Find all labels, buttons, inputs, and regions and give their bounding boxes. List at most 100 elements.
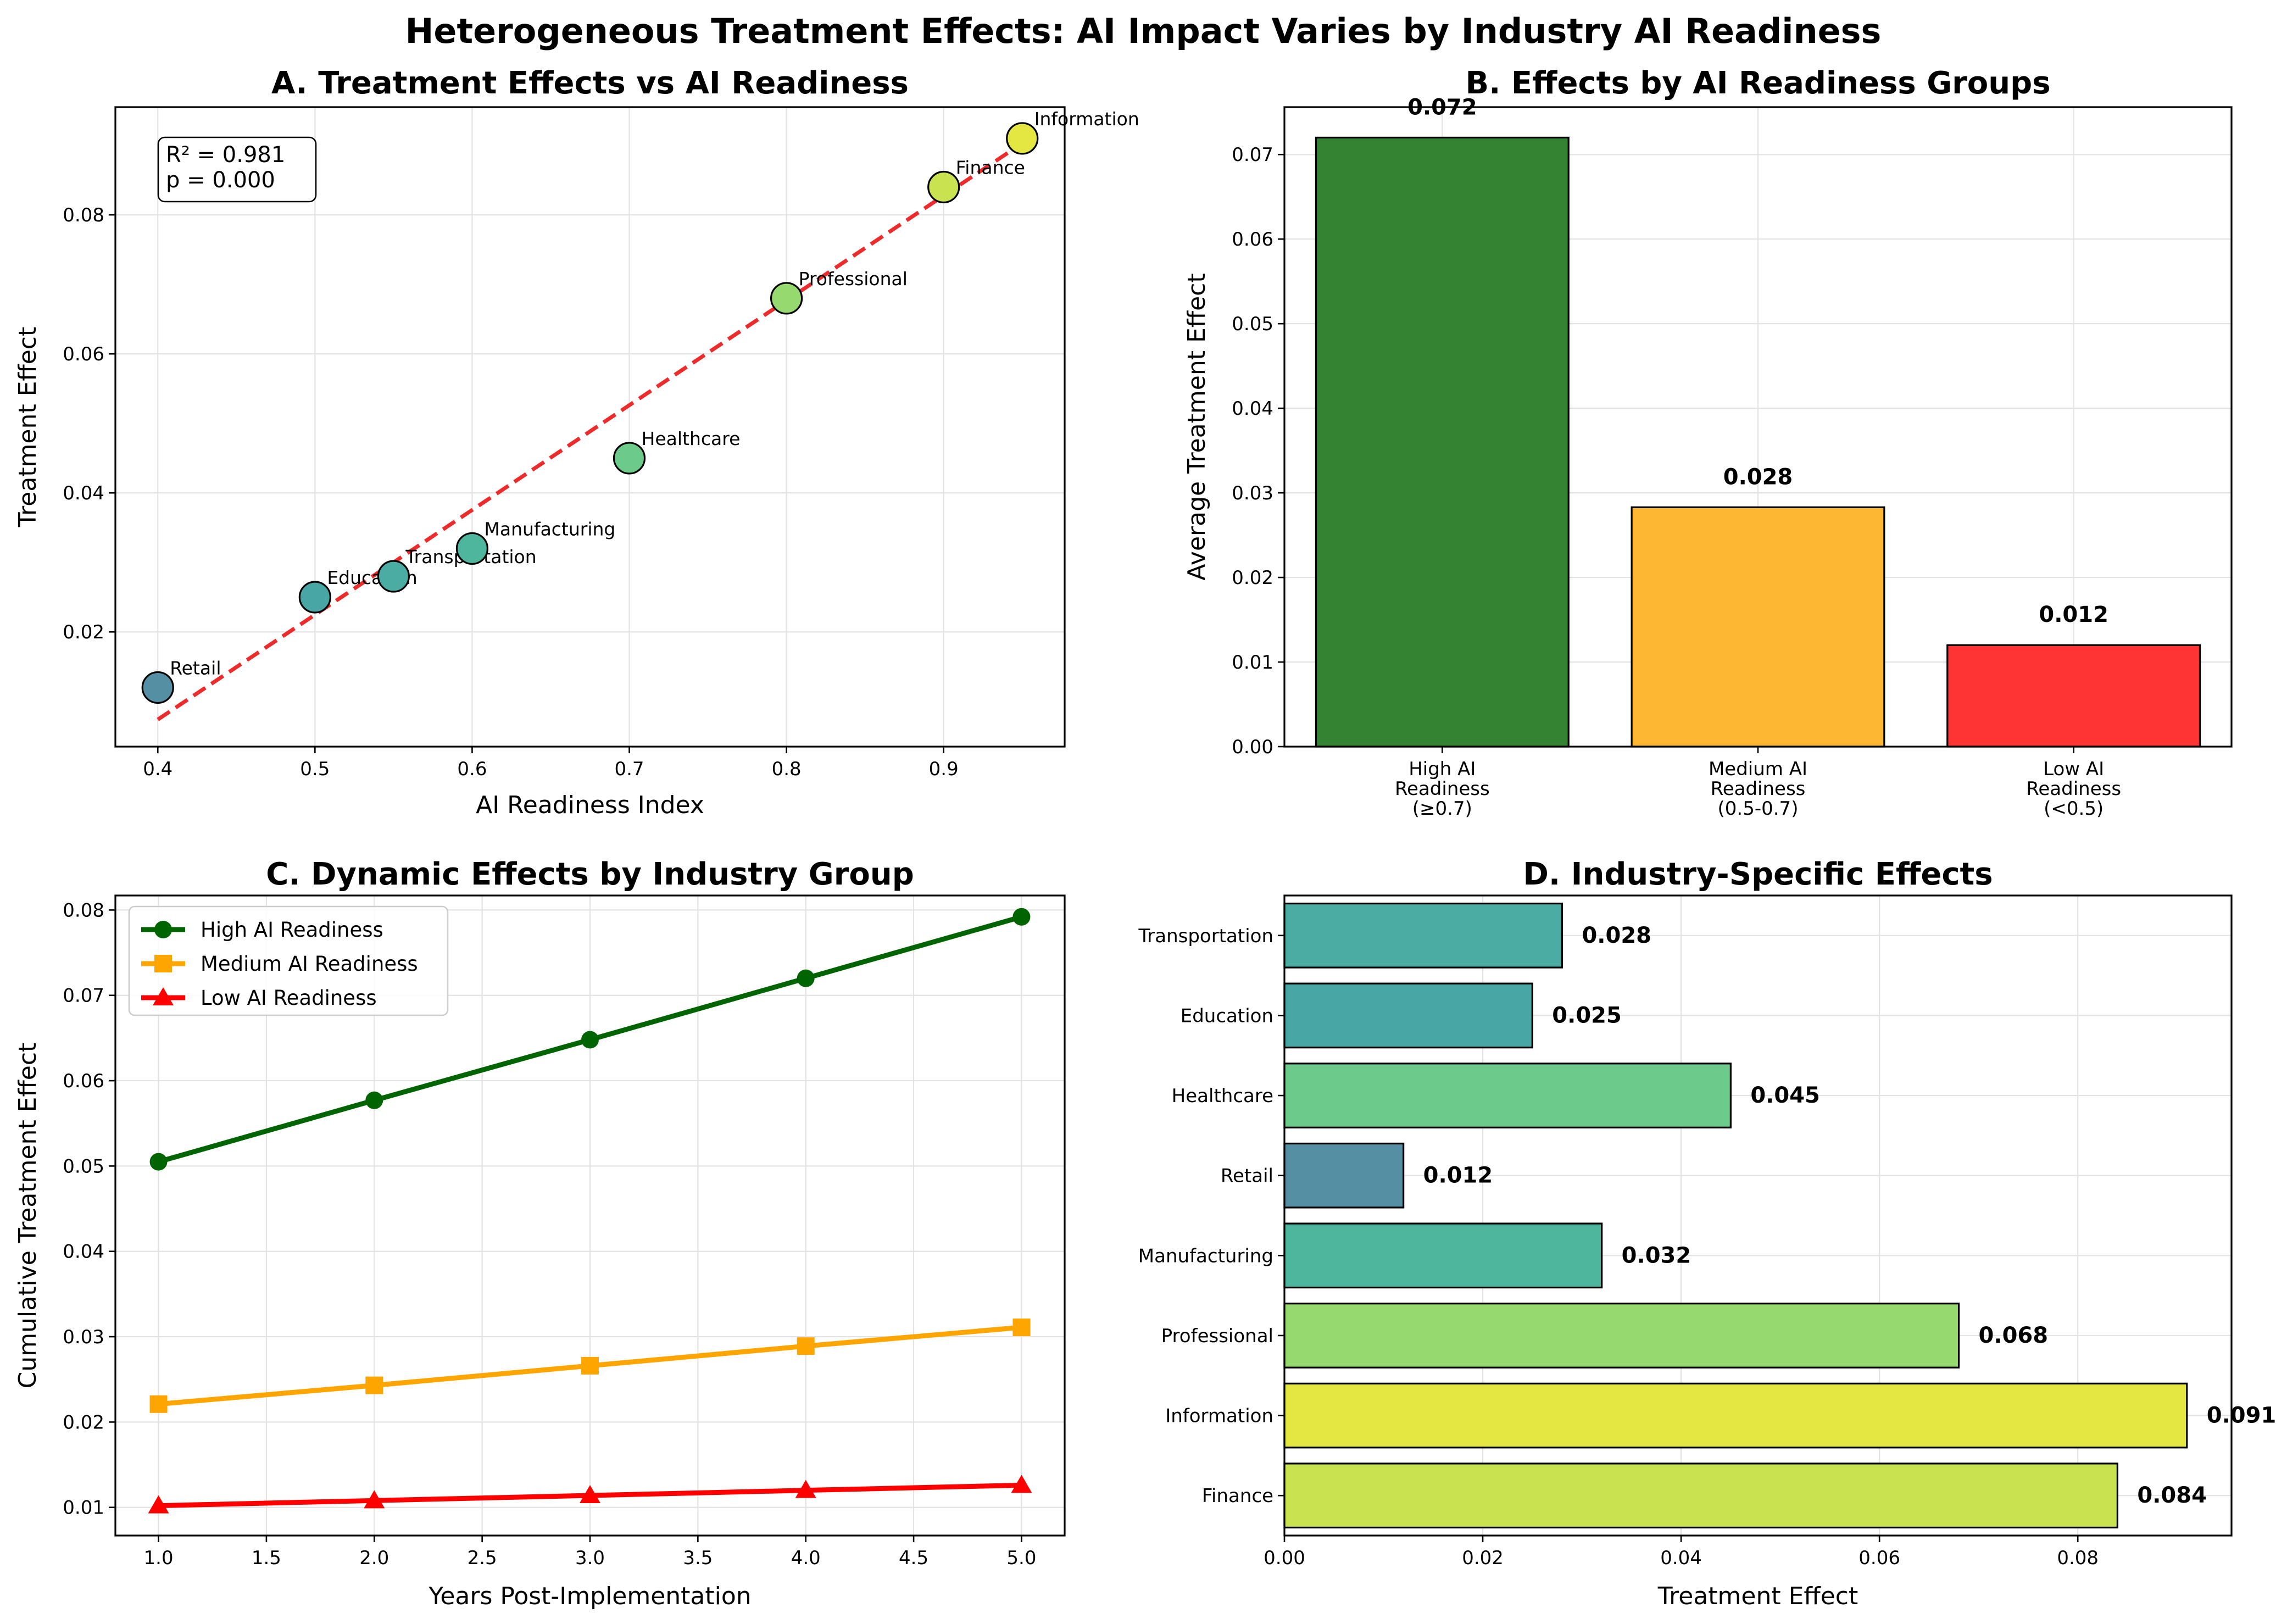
a-xtick-label: 0.9 — [929, 758, 959, 780]
d-ytick-label: Information — [1165, 1405, 1273, 1427]
a-ytick-label: 0.06 — [63, 343, 104, 365]
b-xtick-label: (<0.5) — [2044, 798, 2104, 820]
point-label: Information — [1034, 108, 1139, 130]
scatter-point — [141, 671, 174, 704]
d-ytick-label: Education — [1181, 1005, 1273, 1027]
hbar-value-label: 0.028 — [1582, 923, 1651, 948]
c-xtick-label: 2.0 — [359, 1547, 389, 1569]
panel-c-title: C. Dynamic Effects by Industry Group — [266, 857, 914, 892]
legend-swatch-marker — [154, 955, 172, 972]
a-ytick-label: 0.02 — [63, 621, 104, 643]
d-ytick-label: Healthcare — [1172, 1085, 1273, 1107]
hbar-value-label: 0.084 — [2137, 1483, 2207, 1508]
b-ytick-label: 0.07 — [1232, 144, 1273, 166]
hbar — [1283, 1222, 1603, 1289]
b-xtick-label: Readiness — [2026, 778, 2121, 800]
scatter-point — [770, 282, 803, 315]
point-label: Manufacturing — [484, 518, 615, 540]
panel-b-title: B. Effects by AI Readiness Groups — [1465, 65, 2050, 101]
c-xtick-label: 4.0 — [791, 1547, 821, 1569]
c-xtick-label: 3.5 — [683, 1547, 713, 1569]
stats-text: R² = 0.981 — [166, 142, 285, 168]
series-marker — [581, 1031, 599, 1049]
c-ytick-label: 0.07 — [63, 985, 104, 1007]
series-marker — [581, 1356, 599, 1375]
hbar — [1283, 1303, 1960, 1369]
b-ytick-label: 0.05 — [1232, 313, 1273, 335]
hbar-value-label: 0.012 — [1423, 1163, 1493, 1188]
a-xtick-label: 0.4 — [143, 758, 173, 780]
stats-text: p = 0.000 — [166, 168, 275, 193]
legend-label: Low AI Readiness — [201, 986, 377, 1010]
b-xtick-label: Readiness — [1711, 778, 1806, 800]
hbar — [1283, 1063, 1732, 1128]
point-label: Professional — [799, 268, 908, 290]
a-xtick-label: 0.8 — [772, 758, 802, 780]
series-marker — [148, 1495, 169, 1514]
a-xtick-label: 0.7 — [614, 758, 644, 780]
point-label: Healthcare — [642, 428, 741, 449]
d-xtick-label: 0.02 — [1462, 1547, 1504, 1569]
bar-value-label: 0.012 — [2039, 602, 2108, 627]
b-xtick-label: (≥0.7) — [1412, 798, 1472, 820]
series-marker — [365, 1376, 383, 1394]
b-ytick-label: 0.04 — [1232, 398, 1273, 420]
b-ylabel: Average Treatment Effect — [1183, 273, 1211, 580]
d-xlabel: Treatment Effect — [1657, 1582, 1858, 1610]
c-xtick-label: 3.0 — [575, 1547, 605, 1569]
scatter-point — [613, 442, 646, 475]
series-marker — [149, 1153, 168, 1171]
series-marker — [797, 969, 815, 987]
point-label: Finance — [956, 157, 1025, 179]
series-marker — [797, 1337, 815, 1355]
d-ytick-label: Professional — [1161, 1325, 1273, 1347]
series-marker — [795, 1480, 816, 1498]
a-xtick-label: 0.5 — [300, 758, 330, 780]
d-ytick-label: Finance — [1202, 1485, 1273, 1507]
c-xtick-label: 4.5 — [899, 1547, 928, 1569]
a-xlabel: AI Readiness Index — [476, 791, 704, 819]
d-xtick-label: 0.08 — [2057, 1547, 2099, 1569]
legend-box — [128, 905, 449, 1016]
panel-c: High AI Readiness Medium AI Readiness Low … — [14, 857, 1066, 1610]
hbar — [1283, 1142, 1405, 1209]
series-marker — [1012, 908, 1031, 926]
c-ytick-label: 0.01 — [63, 1497, 104, 1519]
c-xtick-label: 2.5 — [468, 1547, 497, 1569]
c-ytick-label: 0.05 — [63, 1155, 104, 1177]
hbar-value-label: 0.025 — [1552, 1003, 1622, 1028]
series-marker — [1011, 1475, 1032, 1493]
legend-label: Medium AI Readiness — [201, 952, 418, 976]
scatter-point — [377, 560, 410, 593]
stats-box — [157, 136, 317, 203]
d-xtick-label: 0.00 — [1264, 1547, 1305, 1569]
b-ytick-label: 0.06 — [1232, 229, 1273, 251]
d-ytick-label: Retail — [1221, 1165, 1273, 1187]
d-ytick-label: Manufacturing — [1138, 1245, 1273, 1267]
panel-a: RetailEducationTransportationManufacturi… — [14, 65, 1139, 819]
hbar — [1283, 1382, 2188, 1449]
c-ytick-label: 0.06 — [63, 1070, 104, 1092]
hbar — [1283, 902, 1563, 969]
chart-layer: Retail Education Transportation Manufacturi… — [14, 65, 2276, 1610]
series-marker — [149, 1395, 168, 1413]
d-frame — [1283, 894, 2233, 1537]
c-ylabel: Cumulative Treatment Effect — [14, 1043, 42, 1389]
legend-label: High AI Readiness — [201, 918, 383, 942]
c-xtick-label: 1.5 — [252, 1547, 281, 1569]
b-ytick-label: 0.00 — [1232, 736, 1273, 758]
series-marker — [365, 1091, 383, 1109]
c-ytick-label: 0.08 — [63, 899, 104, 921]
hbar — [1283, 982, 1533, 1049]
panel-d: 0.028 0.025 0.045 0.012 0.032 0.068 0.091 0.084… — [1138, 857, 2276, 1610]
a-xtick-label: 0.6 — [457, 758, 487, 780]
hbar-value-label: 0.045 — [1750, 1083, 1820, 1108]
b-ytick-label: 0.01 — [1232, 652, 1273, 674]
legend-swatch-marker — [154, 921, 172, 938]
d-xtick-label: 0.06 — [1858, 1547, 1900, 1569]
hbar-value-label: 0.091 — [2207, 1403, 2277, 1428]
bar — [1631, 506, 1885, 748]
c-ytick-label: 0.04 — [63, 1241, 104, 1263]
